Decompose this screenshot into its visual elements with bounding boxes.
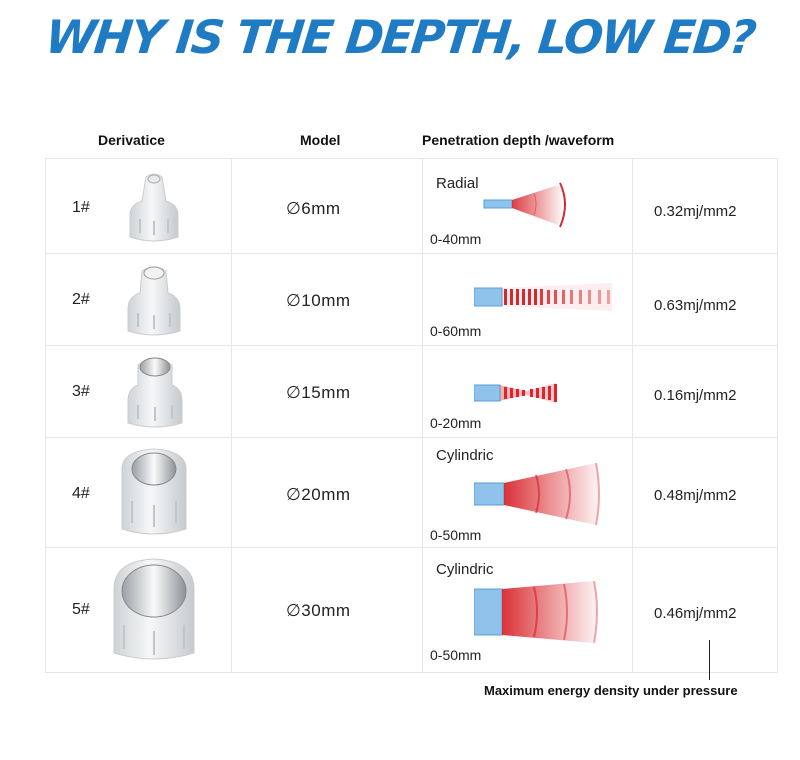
row-divider [46, 547, 777, 548]
model-size: ∅6mm [286, 199, 341, 218]
depth-range: 0-40mm [430, 231, 482, 247]
page-title: WHY IS THE DEPTH, LOW ED? [42, 10, 758, 64]
applicator-tip-icon [127, 357, 183, 428]
header-derivative: Derivatice [98, 132, 165, 148]
energy-density: 0.16mj/mm2 [654, 387, 737, 404]
depth-range: 0-50mm [430, 527, 482, 543]
pointer-line [709, 640, 710, 680]
radial-waveform-icon [483, 182, 566, 228]
energy-density: 0.46mj/mm2 [654, 605, 737, 622]
waveform-type: Cylindric [436, 561, 494, 578]
applicator-tip-icon [113, 558, 195, 660]
table-row: 4# ∅20mm Cylindric 0-50mm 0.48mj/mm2 [46, 437, 779, 547]
waveform-type: Cylindric [436, 447, 494, 464]
table-row: 1# ∅6mm Radial 0-40mm 0.32mj/mm2 [46, 159, 779, 253]
row-number: 2# [72, 291, 90, 308]
row-divider [46, 345, 777, 346]
model-size: ∅10mm [286, 291, 351, 310]
model-size: ∅20mm [286, 485, 351, 504]
footer-note: Maximum energy density under pressure [484, 683, 738, 698]
row-divider [46, 437, 777, 438]
waveform-type: Radial [436, 175, 479, 192]
energy-density: 0.48mj/mm2 [654, 487, 737, 504]
focused-waveform-icon [474, 283, 612, 311]
table-row: 3# ∅15mm 0-20mm 0.16mj/mm2 [46, 345, 779, 437]
applicator-tip-icon [129, 173, 179, 242]
header-model: Model [300, 132, 341, 148]
header-depth: Penetration depth /waveform [422, 132, 615, 148]
row-divider [46, 253, 777, 254]
column-divider [231, 159, 232, 672]
row-number: 1# [72, 199, 90, 216]
energy-density: 0.32mj/mm2 [654, 203, 737, 220]
row-number: 3# [72, 383, 90, 400]
table-row: 2# ∅10mm 0-60mm 0.63mj/mm2 [46, 253, 779, 345]
product-table: 1# ∅6mm Radial 0-40mm 0.32mj/mm2 2# [45, 158, 778, 673]
model-size: ∅30mm [286, 601, 351, 620]
depth-range: 0-60mm [430, 323, 482, 339]
depth-range: 0-20mm [430, 415, 482, 431]
column-divider [422, 159, 423, 672]
applicator-tip-icon [121, 448, 187, 535]
cylindric-waveform-icon [474, 580, 598, 644]
cylindric-waveform-icon [474, 462, 600, 526]
applicator-tip-icon [127, 266, 181, 336]
table-row: 5# ∅30mm Cylindric 0-50mm 0.46mj/mm2 [46, 547, 779, 674]
narrow-waveform-icon [474, 383, 557, 403]
energy-density: 0.63mj/mm2 [654, 297, 737, 314]
column-divider [632, 159, 633, 672]
model-size: ∅15mm [286, 383, 351, 402]
row-number: 4# [72, 485, 90, 502]
row-number: 5# [72, 601, 90, 618]
depth-range: 0-50mm [430, 647, 482, 663]
